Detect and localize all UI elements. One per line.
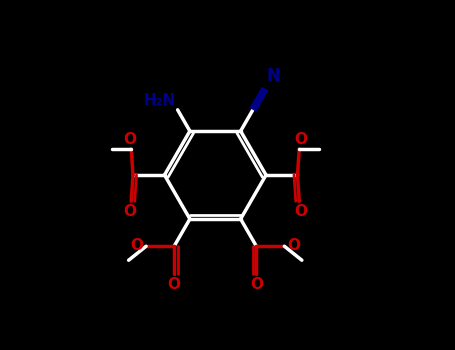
Text: O: O bbox=[294, 204, 308, 219]
Text: O: O bbox=[124, 132, 136, 147]
Text: O: O bbox=[294, 132, 307, 147]
Text: O: O bbox=[130, 238, 143, 253]
Text: O: O bbox=[167, 277, 180, 292]
Text: O: O bbox=[123, 204, 136, 219]
Text: N: N bbox=[266, 67, 280, 85]
Text: H₂N: H₂N bbox=[144, 93, 176, 108]
Text: O: O bbox=[287, 238, 300, 253]
Text: O: O bbox=[251, 277, 263, 292]
